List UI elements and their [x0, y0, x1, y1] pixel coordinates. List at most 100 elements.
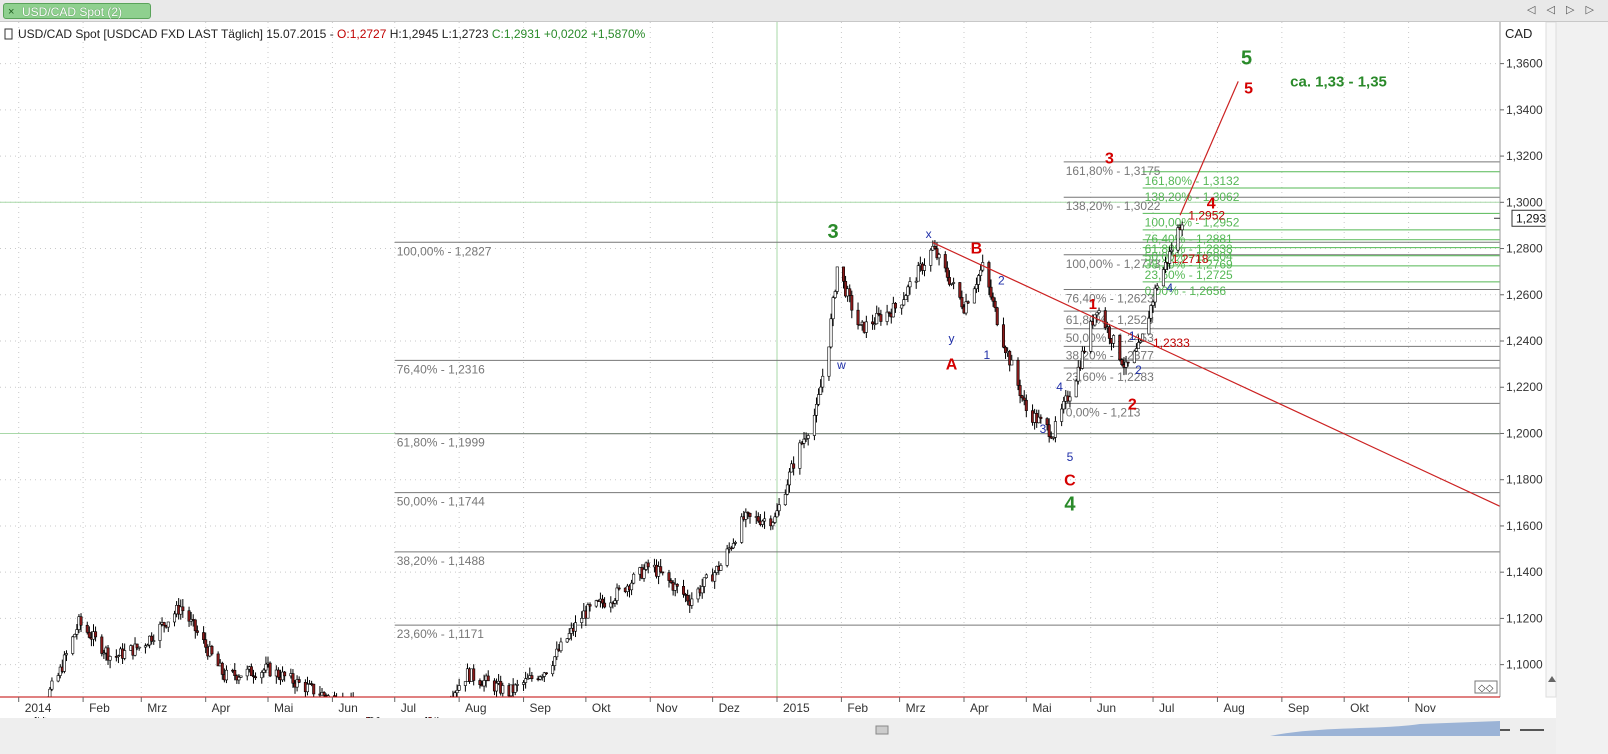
candle-body: [771, 522, 775, 527]
close-icon[interactable]: ×: [8, 6, 15, 18]
y-tick-label: 1,2400: [1506, 334, 1543, 348]
candle-body: [1134, 348, 1138, 352]
candle-body: [1161, 269, 1165, 287]
candle-body: [1068, 396, 1072, 402]
candle-body: [567, 633, 571, 639]
candle-body: [900, 304, 904, 309]
candle-body: [173, 613, 177, 623]
candle-body: [1132, 350, 1136, 364]
overview-strip[interactable]: [0, 718, 1556, 754]
candle-body: [260, 672, 264, 679]
vertical-scrollbar[interactable]: [1545, 22, 1608, 754]
candle-body: [1010, 359, 1014, 366]
candle-body: [864, 321, 868, 333]
tab-usdcad-spot[interactable]: × USD/CAD Spot (2): [3, 3, 151, 19]
candle-body: [733, 542, 737, 544]
x-tick-label: Nov: [1415, 701, 1436, 715]
x-tick-label: Dez: [719, 701, 740, 715]
wave-label: 4: [1064, 493, 1076, 515]
candle-body: [686, 595, 690, 602]
candle-body: [993, 300, 997, 309]
candle-body: [875, 313, 879, 325]
candle-body: [1155, 285, 1159, 289]
instrument-icon: [4, 28, 13, 40]
candle-body: [958, 282, 962, 298]
chart-scroll-arrows-icon[interactable]: ◁ ◁ ▷ ▷: [1526, 4, 1598, 16]
candle-body: [1020, 395, 1024, 399]
price-chart[interactable]: 100,00% - 1,2827 76,40% - 1,2316 61,80% - …: [0, 22, 1608, 754]
candle-body: [916, 265, 920, 282]
wave-label: 2: [1128, 396, 1137, 413]
candle-body: [146, 644, 150, 647]
candle-body: [661, 571, 665, 574]
candle-body: [100, 636, 104, 654]
price-annotation: 1,2718: [1172, 252, 1209, 266]
candle-body: [1016, 359, 1020, 386]
fib-level-label: 61,80% - 1,2529: [1066, 313, 1154, 327]
candle-body: [515, 684, 519, 686]
candle-body: [94, 631, 98, 638]
candle-body: [463, 681, 467, 686]
candle-body: [783, 494, 787, 506]
wave-label: B: [971, 241, 983, 258]
candle-body: [56, 675, 60, 682]
candle-body: [187, 610, 191, 622]
candle-body: [486, 675, 490, 682]
fib-ext-label: 0,00% - 1,2656: [1145, 284, 1227, 298]
header-close: C:1,2931 +0,0202 +1,5870%: [489, 27, 646, 41]
candle-body: [835, 266, 839, 292]
candle-body: [827, 346, 831, 377]
candle-body: [719, 565, 723, 571]
fib-level-label: 138,20% - 1,3022: [1066, 199, 1161, 213]
candle-body: [322, 692, 326, 696]
candle-body: [553, 656, 557, 666]
zoom-controls[interactable]: ◇◇: [1474, 680, 1498, 694]
candle-body: [193, 619, 197, 632]
candle-body: [291, 673, 295, 684]
candle-body: [877, 313, 881, 315]
candle-body: [87, 632, 91, 638]
candle-body: [974, 284, 978, 290]
candle-body: [906, 286, 910, 296]
candle-body: [817, 394, 821, 405]
wave-label: 2: [1135, 363, 1142, 377]
wave-label: y: [949, 332, 955, 346]
candle-body: [233, 669, 237, 676]
candle-body: [702, 577, 706, 587]
header-low: L:1,2723: [438, 27, 488, 41]
y-tick-label: 1,2200: [1506, 380, 1543, 394]
candle-body: [143, 645, 147, 648]
candle-body: [856, 309, 860, 326]
labels-layer: 1,2952 1,2718 1,2333 ca. 1,33 - 1,35 3 w x yA B 2…: [828, 48, 1387, 516]
x-tick-label: Apr: [970, 701, 989, 715]
scroll-up-icon: [1548, 676, 1556, 682]
trendline-layer: [932, 81, 1501, 507]
candle-body: [594, 600, 598, 607]
candle-body: [669, 580, 673, 583]
fib-ext-label: 23,60% - 1,2725: [1145, 268, 1233, 282]
candle-body: [960, 297, 964, 308]
candle-body: [181, 606, 185, 612]
candle-body: [555, 648, 559, 658]
candle-body: [893, 302, 897, 309]
trendline: [932, 241, 1501, 507]
candle-body: [777, 504, 781, 512]
x-tick-label: Sep: [1288, 701, 1310, 715]
y-tick-label: 1,3400: [1506, 103, 1543, 117]
candle-body: [1180, 224, 1184, 231]
candle-body: [62, 654, 66, 672]
candle-body: [798, 442, 802, 469]
candle-body: [254, 676, 258, 679]
candle-body: [1060, 408, 1064, 422]
candle-body: [251, 675, 255, 678]
candle-body: [1051, 437, 1055, 439]
candle-body: [1149, 305, 1153, 319]
time-axis[interactable]: 2014 Feb Mrz Apr Mai Jun Jul Aug Sep Okt Nov Dez 201…: [0, 696, 1500, 717]
x-tick-label: Mrz: [906, 701, 926, 715]
wave-label: A: [946, 356, 958, 373]
candle-body: [947, 277, 951, 285]
y-tick-label: 1,2800: [1506, 242, 1543, 256]
price-annotation: 1,2333: [1153, 336, 1190, 350]
overview-handle-icon[interactable]: [875, 725, 889, 735]
candle-body: [1151, 301, 1155, 306]
